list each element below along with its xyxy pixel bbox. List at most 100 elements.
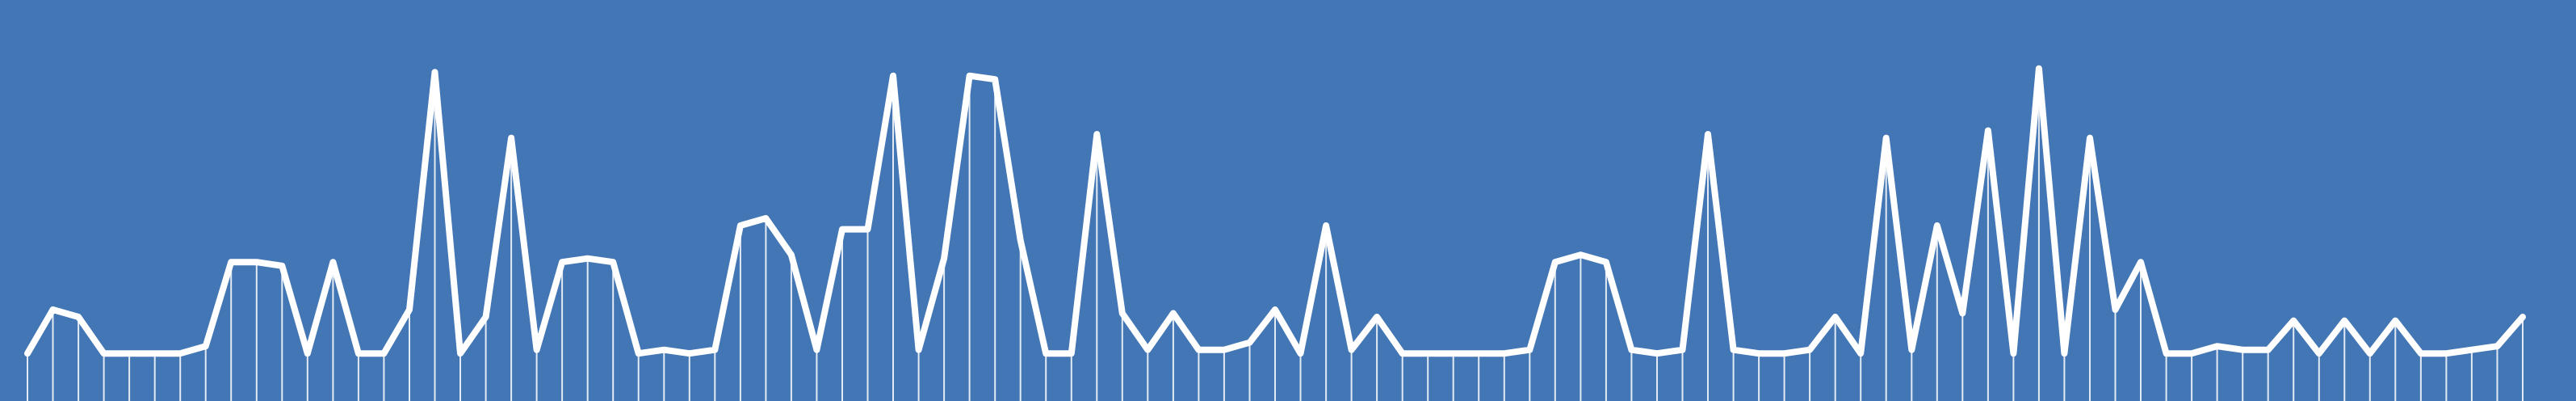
- data-point: [254, 260, 259, 265]
- data-point: [1655, 351, 1659, 357]
- data-point: [2240, 347, 2246, 352]
- data-point: [942, 255, 947, 261]
- data-point: [2265, 347, 2271, 352]
- data-point: [1145, 347, 1151, 352]
- data-point: [1807, 347, 1813, 352]
- data-point: [1501, 351, 1507, 357]
- data-point: [1247, 340, 1252, 345]
- data-point: [1883, 135, 1889, 141]
- data-point: [967, 73, 972, 78]
- data-point: [737, 223, 743, 228]
- data-point: [1552, 260, 1558, 265]
- data-point: [2163, 351, 2169, 357]
- data-point: [2291, 318, 2297, 323]
- data-point: [381, 351, 387, 357]
- data-point: [1349, 347, 1354, 352]
- data-points: [25, 65, 2525, 357]
- data-point: [1527, 347, 1533, 352]
- data-point: [1221, 347, 1227, 352]
- data-point: [1450, 351, 1456, 357]
- drop-lines: [27, 68, 2524, 401]
- data-point: [763, 216, 769, 221]
- data-point: [840, 226, 845, 232]
- data-point: [2087, 135, 2092, 141]
- data-point: [1374, 314, 1380, 319]
- data-point: [509, 135, 514, 141]
- data-point: [1324, 223, 1329, 228]
- data-point: [1832, 314, 1838, 319]
- data-point: [1425, 351, 1431, 357]
- data-point: [432, 70, 438, 75]
- data-point: [1119, 310, 1125, 316]
- data-point: [1705, 132, 1710, 137]
- data-point: [916, 347, 921, 352]
- data-point: [610, 260, 616, 265]
- data-point: [1298, 351, 1303, 357]
- data-point: [788, 252, 794, 258]
- data-point: [814, 347, 820, 352]
- data-point: [483, 314, 489, 319]
- data-point: [2316, 351, 2322, 357]
- data-point: [279, 263, 285, 268]
- data-point: [2214, 344, 2220, 349]
- data-point: [712, 347, 718, 352]
- data-point: [203, 344, 208, 349]
- data-point: [992, 77, 998, 82]
- data-point: [661, 347, 667, 352]
- data-point: [560, 260, 565, 265]
- data-point: [686, 351, 692, 357]
- data-point: [1043, 351, 1049, 357]
- data-point: [1170, 310, 1176, 316]
- data-point: [2011, 351, 2016, 357]
- data-point: [127, 351, 132, 357]
- data-point: [891, 73, 896, 78]
- data-point: [101, 351, 107, 357]
- data-point: [2138, 260, 2143, 265]
- data-point: [585, 255, 590, 261]
- data-point: [1094, 132, 1100, 137]
- data-point: [25, 351, 30, 357]
- data-point: [1909, 347, 1915, 352]
- data-point: [2494, 344, 2500, 349]
- data-point: [1603, 260, 1609, 265]
- data-point: [1756, 351, 1762, 357]
- data-point: [178, 351, 183, 357]
- data-point: [1476, 351, 1482, 357]
- data-point: [1731, 347, 1736, 352]
- data-point: [1985, 128, 1991, 133]
- data-point: [1960, 310, 1966, 316]
- data-point: [330, 260, 336, 265]
- data-point: [2189, 351, 2195, 357]
- data-point: [1781, 351, 1787, 357]
- data-point: [636, 351, 641, 357]
- data-point: [229, 260, 234, 265]
- data-point: [2469, 347, 2474, 352]
- data-point: [50, 307, 56, 312]
- data-point: [1068, 351, 1074, 357]
- data-point: [1680, 347, 1685, 352]
- data-point: [2342, 318, 2347, 323]
- data-point: [2520, 314, 2525, 319]
- data-point: [1934, 223, 1940, 228]
- data-point: [2418, 351, 2423, 357]
- data-point: [2367, 351, 2373, 357]
- data-point: [2444, 351, 2449, 357]
- data-point: [1858, 351, 1864, 357]
- data-point: [1273, 307, 1278, 312]
- data-point: [2062, 351, 2067, 357]
- data-point: [1578, 252, 1584, 258]
- data-point: [1629, 347, 1634, 352]
- data-point: [2112, 307, 2118, 312]
- data-point: [534, 347, 539, 352]
- data-point: [1399, 351, 1405, 357]
- data-point: [2036, 65, 2041, 71]
- data-point: [1196, 347, 1202, 352]
- data-point: [2393, 318, 2398, 323]
- data-point: [152, 351, 157, 357]
- data-point: [76, 314, 82, 319]
- data-point: [304, 351, 310, 357]
- data-point: [355, 351, 361, 357]
- data-point: [458, 351, 463, 357]
